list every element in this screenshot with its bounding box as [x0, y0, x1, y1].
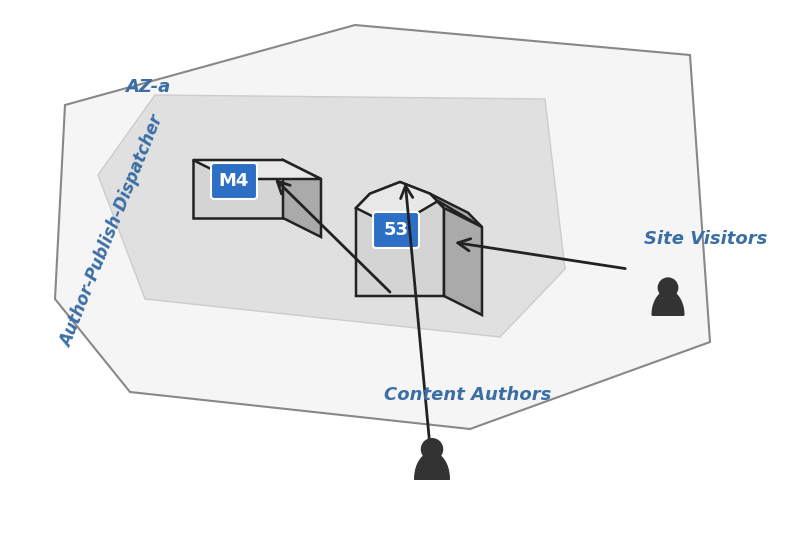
Text: Author-Publish-Dispatcher: Author-Publish-Dispatcher — [57, 114, 167, 351]
Polygon shape — [193, 160, 321, 179]
Text: M4: M4 — [219, 172, 249, 190]
FancyBboxPatch shape — [211, 163, 257, 199]
Polygon shape — [193, 160, 283, 218]
Circle shape — [421, 439, 443, 460]
Polygon shape — [55, 25, 710, 429]
Text: AZ-a: AZ-a — [125, 78, 171, 96]
FancyBboxPatch shape — [373, 212, 419, 248]
Polygon shape — [283, 160, 321, 237]
Polygon shape — [430, 194, 482, 315]
Polygon shape — [652, 291, 684, 315]
Text: Content Authors: Content Authors — [384, 386, 552, 404]
Polygon shape — [415, 452, 449, 479]
Text: 53: 53 — [383, 221, 408, 239]
Text: Site Visitors: Site Visitors — [644, 230, 768, 248]
Polygon shape — [356, 182, 482, 227]
Circle shape — [658, 278, 678, 298]
Polygon shape — [98, 95, 565, 337]
Polygon shape — [356, 182, 444, 296]
